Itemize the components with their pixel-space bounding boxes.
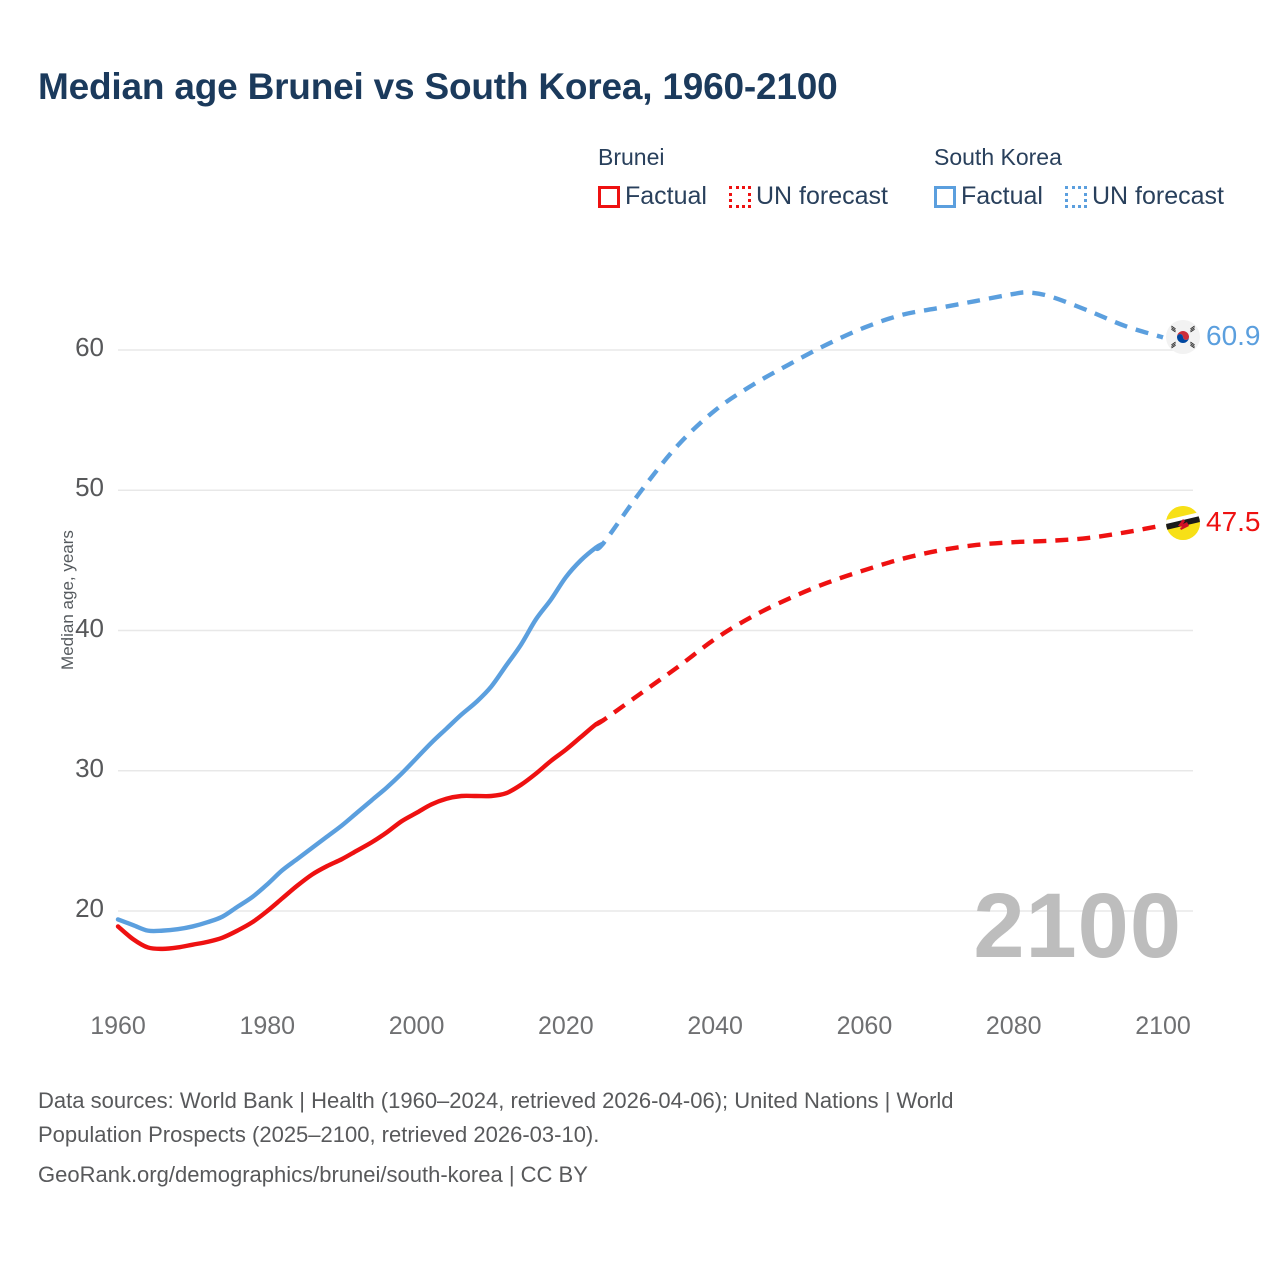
x-tick-label: 2100 (1135, 1012, 1191, 1040)
footer-line-1: Data sources: World Bank | Health (1960–… (38, 1088, 954, 1113)
footer-line-3[interactable]: GeoRank.org/demographics/brunei/south-ko… (38, 1162, 588, 1187)
y-tick-label: 40 (75, 612, 104, 643)
legend-item-brunei-forecast[interactable]: UN forecast (728, 182, 888, 211)
legend-item-south-korea-forecast[interactable]: UN forecast (1064, 182, 1224, 211)
x-tick-label: 2060 (836, 1012, 893, 1040)
dotted-square-swatch-icon (728, 185, 751, 208)
series-line-factual-brunei (115, 718, 606, 952)
page-title: Median age Brunei vs South Korea, 1960-2… (38, 66, 838, 107)
legend-item-south-korea-factual[interactable]: Factual (934, 182, 1043, 211)
legend-label-brunei-factual: Factual (625, 182, 707, 210)
series-line-forecast-brunei (594, 523, 1164, 727)
legend-group-brunei: Brunei Factual UN forecast (598, 142, 888, 211)
series-line-factual-south-korea (115, 541, 606, 934)
dotted-square-swatch-icon (1064, 185, 1087, 208)
x-tick-label: 2080 (985, 1012, 1042, 1040)
solid-square-swatch-icon (934, 185, 956, 208)
end-label-brunei: 47.5 (1206, 506, 1261, 537)
y-tick-label: 50 (75, 472, 104, 503)
chart-plot-area: Median age, years 2100 (58, 290, 1261, 1040)
x-tick-label: 1960 (90, 1012, 146, 1040)
watermark-year: 2100 (973, 875, 1182, 977)
south-korea-flag-icon (1166, 320, 1200, 354)
series-line-forecast-south-korea (593, 290, 1164, 552)
legend-group-title-south-korea: South Korea (934, 144, 1062, 170)
legend-group-title-brunei: Brunei (598, 144, 665, 170)
legend-label-south-korea-factual: Factual (961, 182, 1043, 210)
x-tick-label: 1980 (239, 1012, 296, 1040)
x-tick-label: 2040 (687, 1012, 743, 1040)
chart-legend: Brunei Factual UN forecast South Korea F… (598, 142, 1258, 226)
footer-line-2: Population Prospects (2025–2100, retriev… (38, 1122, 600, 1147)
footer-sources: Data sources: World Bank | Health (1960–… (38, 1084, 1218, 1192)
end-label-south-korea: 60.9 (1206, 320, 1261, 351)
x-tick-label: 2000 (388, 1012, 445, 1040)
chart-canvas (115, 290, 1193, 952)
legend-label-brunei-forecast: UN forecast (755, 182, 888, 210)
y-tick-label: 20 (75, 893, 104, 923)
x-tick-label: 2020 (538, 1012, 594, 1040)
solid-square-swatch-icon (598, 185, 620, 208)
y-tick-label: 30 (75, 752, 104, 783)
brunei-flag-icon (1166, 506, 1200, 540)
y-tick-label: 60 (75, 332, 104, 362)
legend-group-south-korea: South Korea Factual UN forecast (934, 142, 1224, 211)
legend-item-brunei-factual[interactable]: Factual (598, 182, 707, 211)
legend-label-south-korea-forecast: UN forecast (1091, 182, 1224, 210)
